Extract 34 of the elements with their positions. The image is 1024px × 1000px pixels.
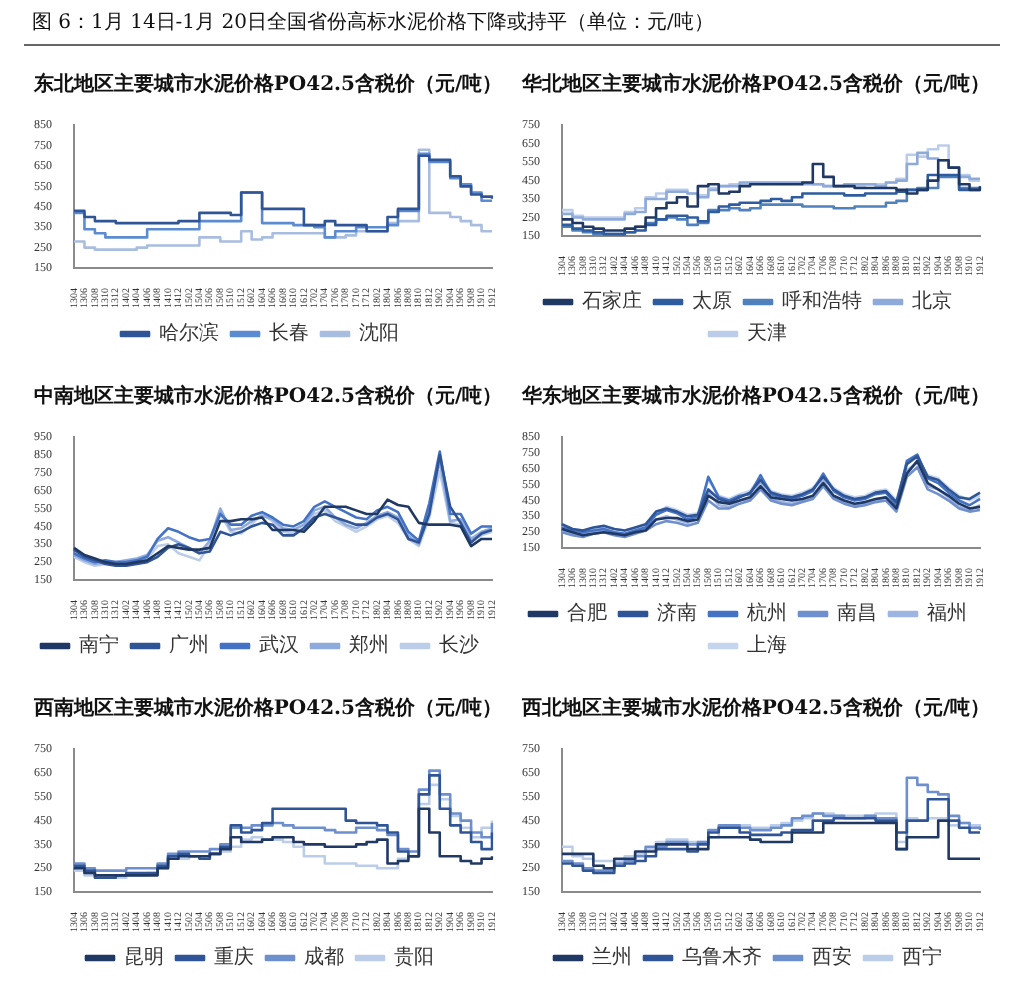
legend-label: 成都 <box>304 945 344 970</box>
legend-label: 西安 <box>812 945 852 970</box>
chart-title: 西南地区主要城市水泥价格PO42.5含税价（元/吨） <box>33 698 503 722</box>
legend-label: 沈阳 <box>359 321 399 346</box>
caption: 图 6：1月 14日-1月 20日全国省份高标水泥价格下降或持平（单位：元/吨） <box>32 10 714 36</box>
legend-label: 天津 <box>747 321 787 346</box>
legend-label: 北京 <box>912 289 952 314</box>
chart-title: 华东地区主要城市水泥价格PO42.5含税价（元/吨） <box>521 386 991 410</box>
legend-label: 呼和浩特 <box>782 289 862 314</box>
chart-title: 东北地区主要城市水泥价格PO42.5含税价（元/吨） <box>33 74 503 98</box>
legend-label: 郑州 <box>349 633 389 658</box>
legend-label: 太原 <box>692 289 732 314</box>
legend-label: 济南 <box>657 601 697 626</box>
legend-label: 乌鲁木齐 <box>682 945 762 970</box>
legend-label: 重庆 <box>214 945 254 970</box>
legend-label: 武汉 <box>259 633 299 658</box>
legend-label: 广州 <box>169 633 209 658</box>
legend-label: 南宁 <box>79 633 119 658</box>
chart-title: 华北地区主要城市水泥价格PO42.5含税价（元/吨） <box>521 74 991 98</box>
legend-label: 昆明 <box>124 947 164 970</box>
legend-label: 南昌 <box>837 601 877 626</box>
legend-label: 贵阳 <box>394 945 434 970</box>
legend-label: 哈尔滨 <box>159 321 219 346</box>
chart-title: 中南地区主要城市水泥价格PO42.5含税价（元/吨） <box>33 386 503 410</box>
legend-label: 合肥 <box>567 601 607 626</box>
chart-title: 西北地区主要城市水泥价格PO42.5含税价（元/吨） <box>521 698 991 722</box>
legend-label: 长沙 <box>439 633 479 658</box>
legend-label: 上海 <box>747 633 787 658</box>
legend-label: 西宁 <box>902 945 942 970</box>
legend-label: 石家庄 <box>582 289 642 314</box>
legend-label: 杭州 <box>745 601 787 626</box>
legend-label: 兰州 <box>592 945 632 970</box>
legend-label: 福州 <box>927 601 967 626</box>
legend-label: 长春 <box>269 321 309 346</box>
